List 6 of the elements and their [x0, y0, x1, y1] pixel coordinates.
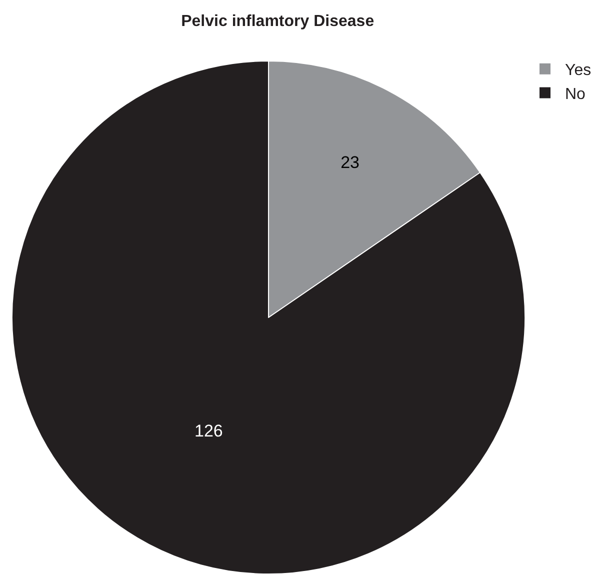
pie-slice: [12, 60, 526, 574]
legend-label: Yes: [565, 62, 592, 80]
data-label: 126: [194, 421, 223, 440]
chart-title: Pelvic inflamtory Disease: [181, 12, 374, 30]
data-label: 23: [340, 153, 360, 172]
legend-label: No: [565, 86, 586, 103]
